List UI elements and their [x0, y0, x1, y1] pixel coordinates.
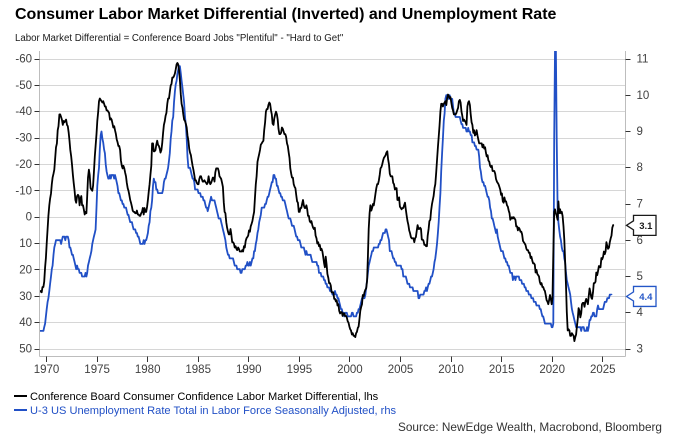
svg-text:-60: -60	[15, 54, 32, 66]
svg-text:1995: 1995	[287, 364, 313, 376]
svg-text:10: 10	[19, 238, 32, 250]
svg-text:-20: -20	[15, 159, 32, 171]
svg-text:50: 50	[19, 344, 32, 356]
svg-text:5: 5	[637, 271, 643, 283]
svg-text:2015: 2015	[489, 364, 515, 376]
svg-text:1975: 1975	[84, 364, 110, 376]
svg-text:-50: -50	[15, 80, 32, 92]
svg-text:1980: 1980	[135, 364, 161, 376]
svg-text:9: 9	[637, 126, 643, 138]
svg-text:1970: 1970	[34, 364, 60, 376]
svg-text:2020: 2020	[539, 364, 565, 376]
svg-text:1985: 1985	[185, 364, 211, 376]
svg-text:-10: -10	[15, 185, 32, 197]
svg-text:1990: 1990	[236, 364, 262, 376]
svg-text:-30: -30	[15, 133, 32, 145]
svg-text:4: 4	[637, 307, 644, 319]
svg-text:2025: 2025	[590, 364, 616, 376]
svg-text:2000: 2000	[337, 364, 363, 376]
svg-text:3.1: 3.1	[639, 221, 653, 232]
svg-text:20: 20	[19, 264, 32, 276]
svg-text:4.4: 4.4	[639, 292, 653, 303]
svg-text:10: 10	[637, 90, 650, 102]
svg-text:-40: -40	[15, 106, 32, 118]
svg-text:11: 11	[637, 54, 649, 66]
svg-text:0: 0	[26, 212, 32, 224]
svg-text:3: 3	[637, 344, 643, 356]
svg-text:40: 40	[19, 317, 32, 329]
svg-text:2010: 2010	[438, 364, 464, 376]
svg-text:8: 8	[637, 162, 643, 174]
svg-text:6: 6	[637, 235, 643, 247]
svg-text:2005: 2005	[388, 364, 414, 376]
svg-text:30: 30	[19, 291, 32, 303]
svg-text:7: 7	[637, 199, 643, 211]
